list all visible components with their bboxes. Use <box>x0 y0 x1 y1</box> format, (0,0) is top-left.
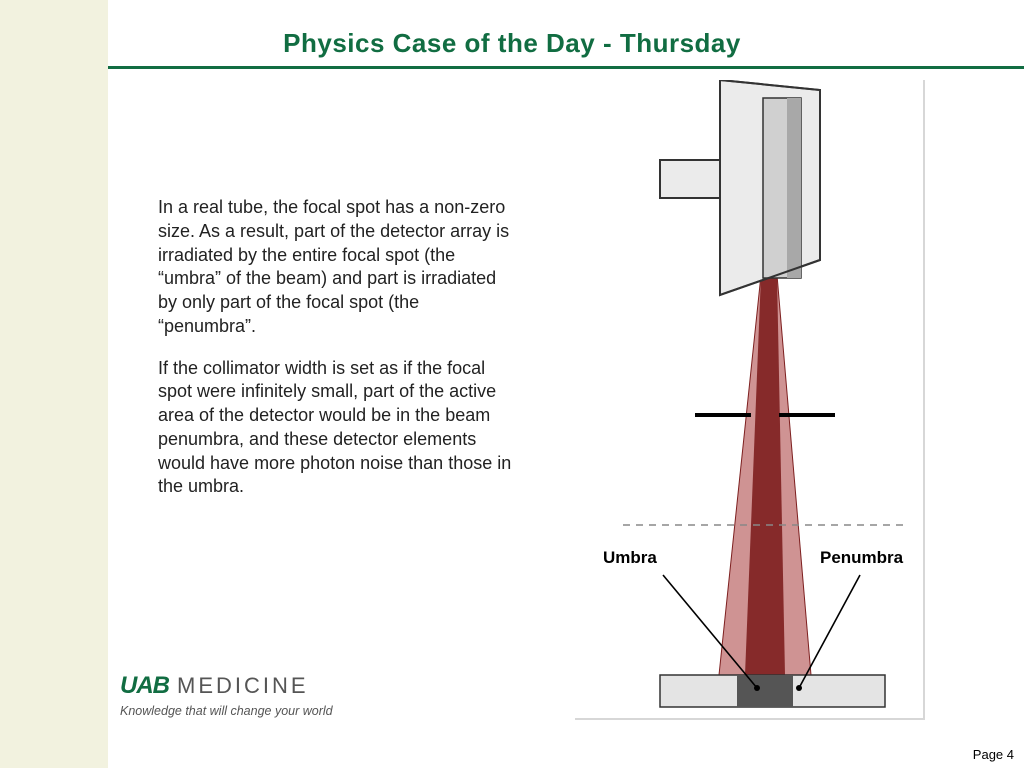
diagram-svg <box>575 80 925 720</box>
footer-logo: UAB MEDICINE Knowledge that will change … <box>120 672 333 718</box>
xray-diagram: Umbra Penumbra <box>575 80 925 720</box>
paragraph-1: In a real tube, the focal spot has a non… <box>158 196 518 339</box>
umbra-label: Umbra <box>603 548 657 568</box>
logo-top-row: UAB MEDICINE <box>120 672 333 700</box>
body-text: In a real tube, the focal spot has a non… <box>158 196 518 517</box>
page-title: Physics Case of the Day - Thursday <box>0 28 1024 59</box>
penumbra-label: Penumbra <box>820 548 903 568</box>
page-number: Page 4 <box>973 747 1014 762</box>
title-underline <box>108 66 1024 69</box>
paragraph-2: If the collimator width is set as if the… <box>158 357 518 500</box>
left-accent-band <box>0 0 108 768</box>
logo-brand-uab: UAB <box>120 672 169 700</box>
logo-brand-medicine: MEDICINE <box>177 673 309 699</box>
logo-tagline: Knowledge that will change your world <box>120 704 333 718</box>
